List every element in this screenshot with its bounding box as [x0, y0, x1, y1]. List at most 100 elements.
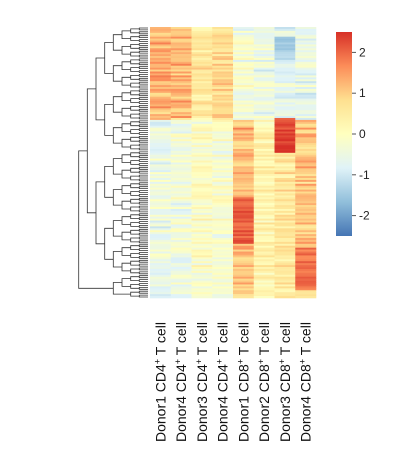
heatmap-cell	[253, 164, 275, 167]
heatmap-cell	[191, 50, 213, 53]
heatmap-cell	[150, 48, 172, 51]
heatmap-cell	[295, 44, 317, 47]
heatmap-grid	[150, 27, 317, 299]
heatmap-cell	[274, 208, 296, 212]
heatmap-cell	[253, 232, 275, 235]
heatmap-cell	[295, 203, 317, 206]
heatmap-cell	[191, 234, 213, 237]
dendrogram-branch	[130, 59, 140, 65]
heatmap-cell	[253, 73, 275, 76]
heatmap-cell	[233, 214, 255, 217]
dendrogram-branch	[121, 30, 131, 39]
heatmap-cell	[150, 112, 172, 115]
heatmap-cell	[274, 87, 296, 90]
heatmap-cell	[170, 141, 192, 144]
heatmap-cell	[295, 259, 317, 262]
heatmap-cell	[274, 121, 296, 125]
heatmap-cell	[274, 139, 296, 142]
heatmap-cell	[274, 185, 296, 188]
heatmap-cell	[295, 81, 317, 84]
heatmap-cell	[212, 154, 234, 157]
heatmap-cell	[212, 234, 234, 237]
heatmap-cell	[191, 150, 213, 154]
heatmap-cell	[150, 44, 172, 47]
heatmap-cell	[253, 92, 275, 96]
heatmap-cell	[150, 278, 172, 281]
heatmap-cell	[253, 148, 275, 152]
dendrogram-branch	[130, 206, 140, 212]
dendrogram-branch	[138, 147, 148, 151]
heatmap-cell	[295, 214, 317, 217]
heatmap-cell	[170, 212, 192, 216]
heatmap-cell	[253, 272, 275, 276]
heatmap-cell	[170, 158, 192, 161]
heatmap-cell	[212, 90, 234, 94]
heatmap-cell	[150, 83, 172, 86]
heatmap-cell	[191, 110, 213, 113]
heatmap-cell	[295, 100, 317, 103]
heatmap-cell	[212, 57, 234, 61]
heatmap-cell	[150, 166, 172, 169]
heatmap-cell	[170, 147, 192, 150]
heatmap-cell	[295, 75, 317, 78]
heatmap-cell	[253, 42, 275, 45]
heatmap-cell	[150, 263, 172, 266]
heatmap-cell	[191, 236, 213, 239]
heatmap-cell	[150, 237, 172, 241]
heatmap-cell	[253, 255, 275, 258]
heatmap-cell	[212, 87, 234, 90]
heatmap-cell	[212, 237, 234, 241]
dendrogram-branch	[121, 185, 131, 194]
dendrogram-branch	[104, 42, 114, 74]
heatmap-cell	[191, 133, 213, 136]
heatmap-cell	[170, 216, 192, 219]
dendrogram-branch	[138, 182, 148, 186]
heatmap-cell	[233, 90, 255, 94]
heatmap-cell	[253, 172, 275, 175]
heatmap-cell	[295, 56, 317, 59]
heatmap-cell	[150, 234, 172, 237]
heatmap-cell	[170, 34, 192, 37]
heatmap-cell	[170, 290, 192, 293]
heatmap-cell	[295, 216, 317, 219]
heatmap-cell	[295, 28, 317, 32]
dendrogram-branch	[130, 67, 140, 72]
heatmap-cell	[212, 216, 234, 219]
heatmap-cell	[295, 73, 317, 76]
heatmap-cell	[170, 228, 192, 231]
heatmap-cell	[212, 263, 234, 266]
heatmap-cell	[212, 174, 234, 177]
heatmap-cell	[191, 30, 213, 34]
dendrogram-branch	[130, 90, 140, 96]
heatmap-cell	[233, 280, 255, 283]
heatmap-cell	[191, 176, 213, 179]
dendrogram-branch	[138, 97, 148, 100]
heatmap-cell	[274, 50, 296, 53]
heatmap-cell	[295, 125, 317, 128]
heatmap-cell	[233, 141, 255, 144]
heatmap-cell	[191, 148, 213, 152]
dendrogram-branch	[130, 129, 140, 134]
heatmap-cell	[191, 158, 213, 161]
heatmap-cell	[233, 125, 255, 128]
dendrogram-branch	[130, 260, 140, 266]
heatmap-cell	[191, 237, 213, 241]
heatmap-cell	[212, 177, 234, 181]
heatmap-cell	[233, 112, 255, 115]
heatmap-cell	[295, 54, 317, 57]
heatmap-cell	[150, 193, 172, 196]
heatmap-cell	[233, 234, 255, 237]
heatmap-cell	[191, 278, 213, 281]
heatmap-cell	[170, 42, 192, 45]
heatmap-cell	[212, 88, 234, 92]
heatmap-cell	[295, 67, 317, 70]
heatmap-cell	[253, 85, 275, 88]
dendrogram-branch	[130, 113, 140, 119]
heatmap-cell	[274, 195, 296, 198]
heatmap-cell	[233, 63, 255, 67]
heatmap-cell	[150, 75, 172, 78]
dendrogram-branch	[138, 244, 148, 248]
heatmap-cell	[253, 212, 275, 216]
heatmap-cell	[233, 117, 255, 121]
heatmap-cell	[191, 114, 213, 117]
